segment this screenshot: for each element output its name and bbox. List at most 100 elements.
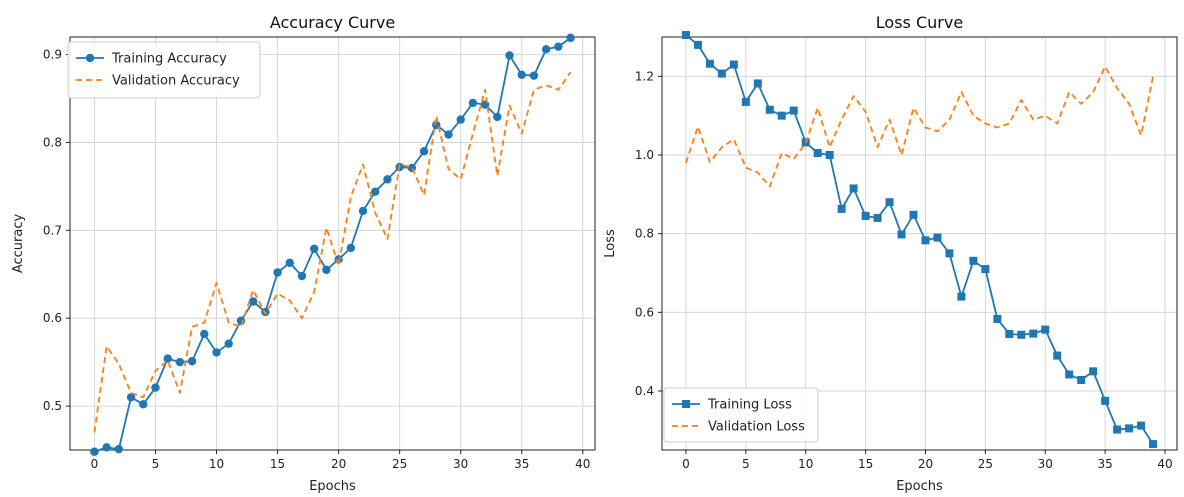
- accuracy-x-tick-label: 5: [152, 457, 160, 471]
- accuracy-series-0-point: [517, 70, 526, 79]
- accuracy-series-0-point: [273, 268, 282, 277]
- accuracy-legend: Training Accuracy Validation Accuracy: [67, 41, 261, 99]
- accuracy-series-0-point: [529, 71, 539, 80]
- loss-series-0-point: [885, 198, 894, 207]
- loss-x-tick-label: 5: [742, 457, 750, 471]
- accuracy-series-0-point: [151, 383, 160, 392]
- accuracy-x-tick-label: 10: [209, 457, 224, 471]
- loss-series-0-point: [741, 97, 750, 106]
- accuracy-x-tick-label: 30: [453, 457, 468, 471]
- loss-series-0-point: [825, 151, 834, 159]
- loss-series-0-line: [685, 34, 1154, 445]
- loss-y-tick-label: 1.0: [635, 148, 654, 162]
- loss-y-tick-label: 0.6: [635, 305, 654, 319]
- accuracy-series-0-point: [383, 175, 392, 184]
- accuracy-series-0-point: [419, 147, 429, 156]
- loss-series-0-point: [681, 31, 690, 40]
- accuracy-series-0-point: [407, 163, 417, 173]
- accuracy-series-0-point: [493, 112, 502, 122]
- loss-chart: 0 5 10 15 20 25 30 35 40 0.4 0.6 0.8 1.0 1.2 Loss Curv…: [603, 13, 1178, 494]
- loss-legend: Training Loss Validation Loss: [663, 387, 819, 443]
- loss-series-1-line: [685, 65, 1154, 188]
- loss-series-0-point: [921, 236, 930, 245]
- accuracy-y-tick-label: 0.6: [43, 311, 62, 325]
- loss-legend-box: [663, 387, 819, 443]
- accuracy-x-tick-label: 40: [575, 457, 590, 471]
- accuracy-series-0-point: [358, 206, 368, 216]
- loss-x-tick-label: 10: [798, 457, 813, 471]
- loss-series-0-point: [969, 256, 978, 265]
- accuracy-series-0-point: [371, 187, 380, 196]
- loss-series-0-point: [753, 79, 762, 88]
- accuracy-series-0-point: [139, 400, 148, 409]
- accuracy-series-0-line: [94, 37, 572, 453]
- loss-series-0-point: [933, 233, 942, 242]
- accuracy-x-tick-label: 15: [270, 457, 285, 471]
- accuracy-legend-marker-0: [85, 53, 95, 63]
- accuracy-x-tick-label: 25: [392, 457, 407, 471]
- accuracy-series-0-point: [444, 130, 453, 139]
- accuracy-series-0-point: [505, 51, 514, 60]
- loss-x-tick-label: 15: [858, 457, 873, 471]
- accuracy-chart: 0 5 10 15 20 25 30 35 40 0.5 0.6 0.7 0.8 0.9 Accuracy …: [11, 13, 596, 494]
- loss-series-0-point: [789, 106, 798, 115]
- loss-x-tick-label: 30: [1038, 457, 1053, 471]
- accuracy-series-0-point: [566, 33, 575, 43]
- accuracy-series-1-line: [93, 71, 572, 433]
- loss-legend-label-0: Training Loss: [707, 398, 792, 413]
- accuracy-series-0-point: [346, 243, 356, 253]
- loss-x-tick-label: 40: [1157, 457, 1172, 471]
- loss-series-0-point: [765, 105, 774, 114]
- loss-series-0-point: [1017, 330, 1026, 339]
- accuracy-chart-title: Accuracy Curve: [270, 13, 395, 32]
- accuracy-series-0-point: [285, 258, 294, 268]
- accuracy-series-0-point: [90, 447, 99, 456]
- loss-series-0-point: [1101, 396, 1110, 405]
- loss-series-0-point: [1041, 325, 1050, 334]
- loss-series-0-point: [813, 149, 822, 158]
- accuracy-legend-label-1: Validation Accuracy: [112, 74, 240, 89]
- accuracy-y-axis-label: Accuracy: [11, 214, 26, 274]
- loss-x-tick-label: 25: [978, 457, 993, 471]
- accuracy-y-tick-label: 0.5: [43, 399, 62, 413]
- loss-y-tick-label: 0.4: [635, 384, 654, 398]
- loss-series-0-point: [717, 69, 726, 78]
- loss-series-0-point: [1137, 421, 1146, 430]
- accuracy-series-0-point: [248, 297, 258, 306]
- accuracy-plot-frame: [69, 36, 596, 451]
- accuracy-x-tick-label: 0: [91, 457, 99, 471]
- loss-y-tick-label: 1.2: [635, 69, 654, 83]
- accuracy-series-0-point: [224, 339, 233, 348]
- loss-series-0-point: [705, 59, 714, 68]
- accuracy-series-0-point: [297, 271, 307, 281]
- accuracy-series-0-point: [541, 45, 551, 54]
- loss-series-0-point: [981, 265, 990, 274]
- accuracy-series-0-point: [102, 443, 111, 452]
- loss-plot-frame: [661, 36, 1178, 451]
- loss-x-tick-label: 20: [918, 457, 933, 471]
- accuracy-legend-label-0: Training Accuracy: [111, 52, 227, 67]
- loss-series-0-point: [1065, 370, 1074, 379]
- accuracy-series-0-point: [456, 115, 465, 124]
- loss-series-0-point: [957, 292, 966, 301]
- accuracy-y-tick-label: 0.8: [43, 135, 62, 149]
- accuracy-y-tick-label: 0.9: [43, 48, 62, 62]
- accuracy-legend-box: [67, 41, 261, 99]
- accuracy-x-tick-label: 20: [331, 457, 346, 471]
- accuracy-series-0-point: [200, 329, 209, 339]
- loss-series-0-point: [861, 211, 870, 220]
- loss-series-0-point: [837, 204, 846, 213]
- accuracy-series-0-point: [163, 354, 172, 363]
- loss-series-0-point: [897, 230, 906, 239]
- loss-legend-marker-0: [682, 400, 690, 408]
- accuracy-series-0-point: [175, 357, 185, 367]
- loss-x-tick-label: 35: [1097, 457, 1112, 471]
- loss-series-0-point: [1125, 424, 1134, 433]
- loss-series-0-point: [945, 249, 954, 258]
- accuracy-series-0-point: [309, 244, 319, 253]
- loss-series-0-point: [873, 213, 882, 222]
- loss-series-0-point: [1029, 329, 1038, 338]
- loss-x-axis-label: Epochs: [896, 479, 943, 494]
- loss-series-0-point: [1005, 329, 1014, 338]
